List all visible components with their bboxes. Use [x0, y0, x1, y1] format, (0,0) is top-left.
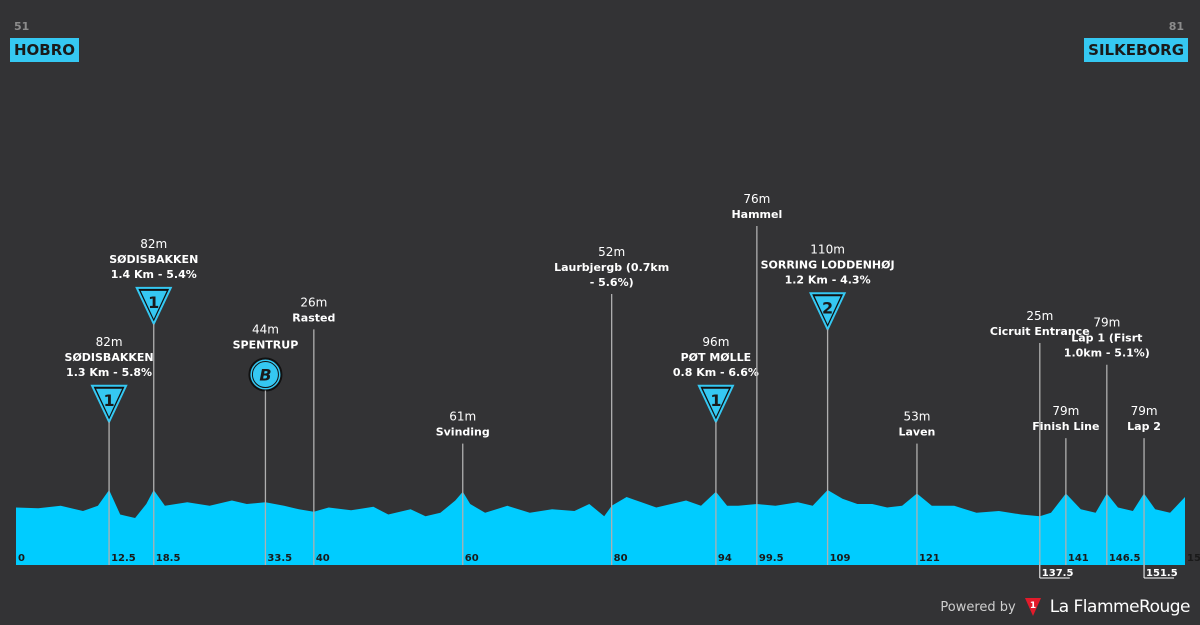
waypoint-elevation: 110m	[810, 242, 845, 256]
waypoint-80: 52m Laurbjergb (0.7km - 5.6%)	[554, 245, 669, 565]
distance-tick-label: 12.5	[111, 553, 136, 564]
waypoint-elevation: 79m	[1131, 404, 1158, 418]
waypoint-elevation: 52m	[598, 245, 625, 259]
mountain-category-label: 1	[710, 391, 721, 410]
brand-name: La FlammeRouge	[1049, 597, 1191, 617]
distance-tick-label: 60	[465, 553, 479, 564]
waypoint-elevation: 82m	[140, 237, 167, 251]
mountain-category-fill	[140, 290, 167, 319]
waypoint-94: 96m PØT MØLLE 0.8 Km - 6.6% 1	[673, 335, 759, 565]
distance-tick-label: 151.5	[1146, 568, 1178, 579]
waypoint-elevation: 96m	[702, 335, 729, 349]
waypoint-label: SØDISBAKKEN	[65, 351, 154, 364]
logo-digit: 1	[1030, 601, 1036, 611]
distance-tick-label: 137.5	[1042, 568, 1074, 579]
waypoint-137.5: 25m Cicruit Entrance	[990, 309, 1090, 565]
distance-tick-label: 141	[1068, 553, 1089, 564]
finish-city-label: SILKEBORG	[1084, 38, 1188, 62]
distance-tick-label: 157	[1187, 553, 1200, 564]
waypoint-label: 1.2 Km - 4.3%	[785, 273, 871, 286]
waypoint-60: 61m Svinding	[436, 410, 490, 565]
waypoint-elevation: 44m	[252, 323, 279, 337]
elevation-profile-area	[16, 490, 1185, 565]
finish-number: 81	[1168, 20, 1184, 33]
distance-tick-label: 0	[18, 553, 25, 564]
waypoint-label: 1.4 Km - 5.4%	[111, 268, 197, 281]
waypoint-label: Cicruit Entrance	[990, 325, 1090, 338]
mountain-category-label: 1	[104, 391, 115, 410]
distance-tick-label: 109	[830, 553, 851, 564]
waypoint-141: 79m Finish Line	[1032, 404, 1099, 565]
waypoint-elevation: 61m	[449, 410, 476, 424]
distance-tick-label: 121	[919, 553, 940, 564]
waypoint-40: 26m Rasted	[292, 295, 335, 565]
waypoint-33.5: 44m SPENTRUP B	[233, 323, 299, 565]
waypoint-elevation: 76m	[743, 192, 770, 206]
waypoint-18.5: 82m SØDISBAKKEN 1.4 Km - 5.4% 1	[109, 237, 198, 565]
mountain-category-fill	[96, 388, 123, 417]
waypoint-label: Lap 2	[1127, 420, 1161, 433]
distance-tick-label: 40	[316, 553, 330, 564]
waypoint-label: SORRING LODDENHØJ	[761, 258, 895, 271]
waypoint-elevation: 79m	[1052, 404, 1079, 418]
la-flamme-rouge-logo-icon: 1	[1024, 598, 1041, 616]
waypoint-label: 1.3 Km - 5.8%	[66, 366, 152, 379]
waypoint-121: 53m Laven	[898, 410, 935, 565]
waypoint-elevation: 82m	[96, 335, 123, 349]
powered-by-footer: Powered by 1 La FlammeRouge	[940, 597, 1190, 617]
waypoint-elevation: 53m	[903, 410, 930, 424]
waypoint-label: 0.8 Km - 6.6%	[673, 366, 759, 379]
waypoint-label: Svinding	[436, 426, 490, 439]
mountain-category-label: 1	[148, 293, 159, 312]
waypoint-label: PØT MØLLE	[681, 351, 752, 364]
waypoint-label: Hammel	[731, 208, 782, 221]
waypoint-label: SØDISBAKKEN	[109, 253, 198, 266]
waypoint-109: 110m SORRING LODDENHØJ 1.2 Km - 4.3% 2	[761, 242, 895, 565]
mountain-category-label: 2	[822, 298, 833, 317]
waypoint-label: Laven	[898, 426, 935, 439]
mountain-category-fill	[702, 388, 729, 417]
distance-tick-label: 18.5	[156, 553, 181, 564]
waypoint-146.5: 79m Lap 1 (Fisrt 1.0km - 5.1%)	[1064, 316, 1150, 565]
distance-tick-label: 33.5	[267, 553, 292, 564]
bonus-sprint-ring	[251, 361, 279, 389]
waypoint-elevation: 26m	[300, 295, 327, 309]
waypoint-label: Lap 1 (Fisrt	[1071, 332, 1142, 345]
distance-tick-label: 94	[718, 553, 732, 564]
powered-by-text: Powered by	[940, 599, 1016, 615]
distance-tick-label: 80	[614, 553, 628, 564]
start-city-label: HOBRO	[10, 38, 80, 62]
waypoint-label: SPENTRUP	[233, 339, 299, 352]
waypoint-label: Finish Line	[1032, 420, 1099, 433]
waypoint-elevation: 25m	[1026, 309, 1053, 323]
waypoint-label: - 5.6%)	[590, 276, 634, 289]
distance-tick-label: 99.5	[759, 553, 784, 564]
waypoint-elevation: 79m	[1093, 316, 1120, 330]
waypoint-151.5: 79m Lap 2	[1127, 404, 1161, 565]
distance-tick-label: 146.5	[1109, 553, 1141, 564]
waypoint-label: Laurbjergb (0.7km	[554, 261, 669, 274]
bonus-sprint-label: B	[259, 366, 271, 385]
waypoint-12.5: 82m SØDISBAKKEN 1.3 Km - 5.8% 1	[65, 335, 154, 565]
mountain-category-fill	[814, 296, 841, 325]
waypoint-99.5: 76m Hammel	[731, 192, 782, 565]
start-number: 51	[14, 20, 30, 33]
waypoint-label: 1.0km - 5.1%)	[1064, 347, 1150, 360]
waypoint-label: Rasted	[292, 311, 335, 324]
